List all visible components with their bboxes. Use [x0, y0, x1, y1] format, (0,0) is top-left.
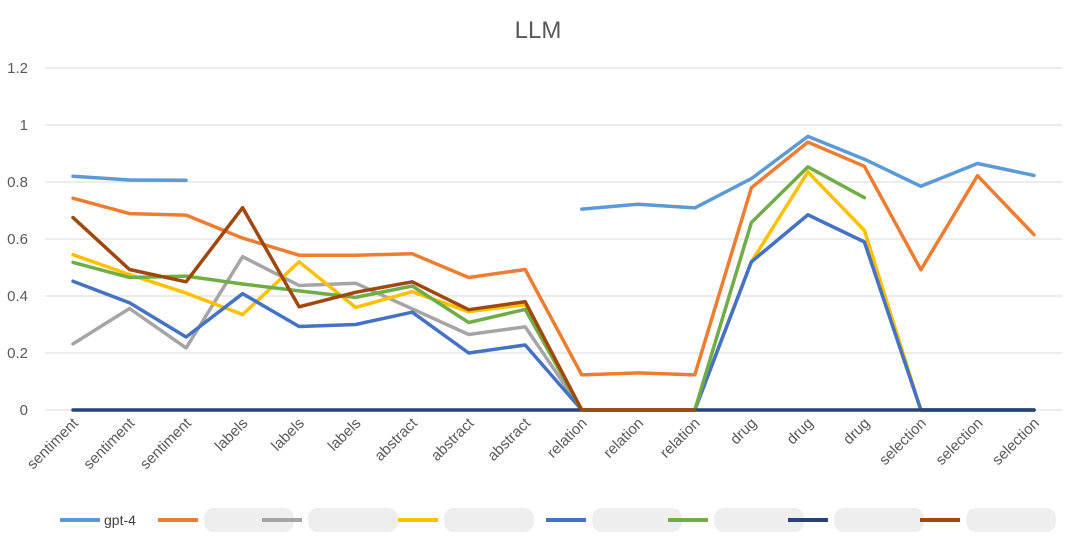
legend-label: gpt-4: [104, 512, 136, 528]
y-tick-label: 0: [20, 402, 28, 419]
x-tick-label: sentiment: [137, 414, 196, 473]
series-lines: [71, 134, 1036, 412]
series-line-5: [71, 213, 1036, 412]
y-tick-label: 0.6: [7, 231, 28, 248]
x-tick-label: relation: [544, 415, 591, 462]
y-tick-label: 0.4: [7, 288, 28, 305]
series-line-4: [71, 170, 1036, 412]
legend-label-redacted: [834, 508, 924, 532]
x-tick-label: selection: [876, 415, 930, 469]
legend-label-redacted: [714, 508, 804, 532]
x-tick-label: labels: [212, 415, 252, 455]
x-tick-label: relation: [600, 415, 647, 462]
legend-label-redacted: [966, 508, 1056, 532]
x-tick-label: selection: [989, 415, 1043, 469]
legend-label-redacted: [308, 508, 398, 532]
gridlines: [45, 67, 1062, 411]
x-tick-label: sentiment: [80, 414, 139, 473]
x-tick-label: selection: [932, 415, 986, 469]
y-tick-label: 0.2: [7, 345, 28, 362]
y-tick-label: 1.2: [7, 60, 28, 77]
legend-label-redacted: [444, 508, 534, 532]
legend-label-redacted: [592, 508, 682, 532]
series-line-2: [71, 140, 1036, 377]
x-tick-label: abstract: [484, 414, 534, 464]
y-tick-label: 1: [20, 117, 28, 134]
y-axis: 0 0.2 0.4 0.6 0.8 1 1.2: [7, 60, 28, 419]
legend-label-redacted: [204, 508, 294, 532]
x-tick-label: abstract: [428, 414, 478, 464]
x-tick-label: abstract: [371, 414, 421, 464]
x-tick-label: drug: [727, 415, 760, 448]
x-tick-label: drug: [783, 415, 816, 448]
x-tick-label: sentiment: [24, 414, 83, 473]
x-tick-label: relation: [657, 415, 704, 462]
x-tick-label: labels: [268, 415, 308, 455]
x-tick-label: labels: [325, 415, 365, 455]
chart-title: LLM: [515, 17, 562, 44]
x-tick-label: drug: [840, 415, 873, 448]
y-tick-label: 0.8: [7, 174, 28, 191]
series-line-8: [71, 205, 697, 412]
legend: gpt-4: [60, 508, 1056, 532]
series-line-6: [71, 165, 867, 412]
series-line-1: [71, 134, 1036, 211]
